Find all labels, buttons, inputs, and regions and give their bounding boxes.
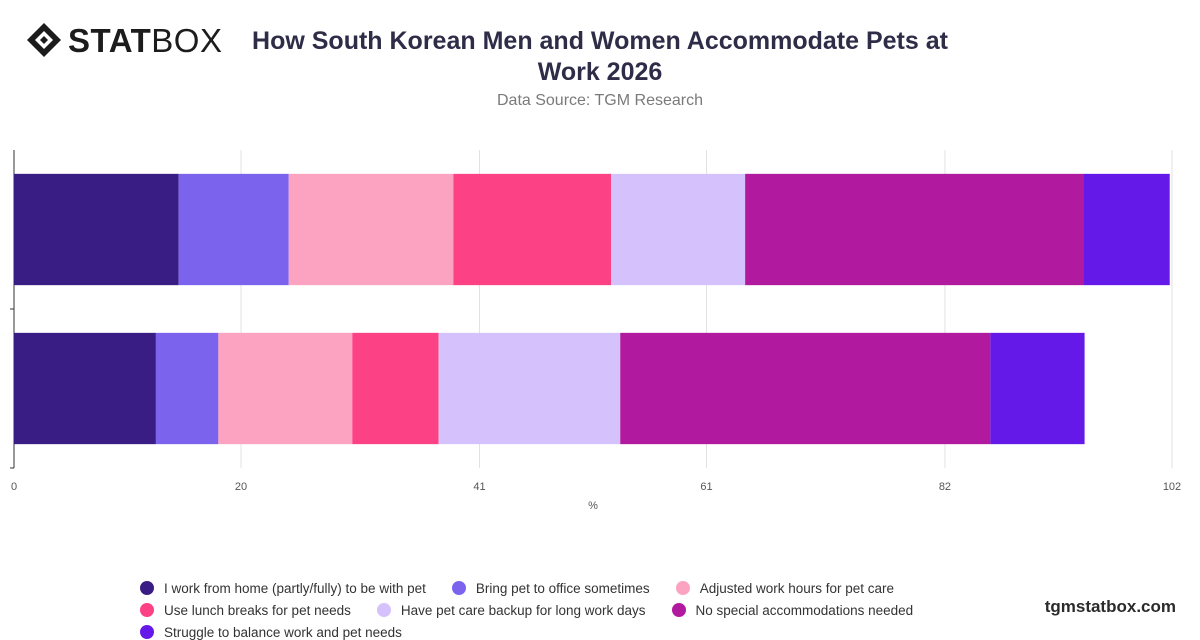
legend-item[interactable]: Adjusted work hours for pet care xyxy=(675,580,895,596)
legend-label: Have pet care backup for long work days xyxy=(400,602,646,618)
legend-item[interactable]: Have pet care backup for long work days xyxy=(376,602,646,618)
bar-segment xyxy=(178,173,289,286)
watermark: tgmstatbox.com xyxy=(1044,597,1176,616)
legend-swatch xyxy=(140,625,154,639)
legend-label: Bring pet to office sometimes xyxy=(475,580,650,596)
chart-subtitle: Data Source: TGM Research xyxy=(496,92,703,109)
x-tick-label: 41 xyxy=(473,481,485,493)
x-tick-label: 61 xyxy=(700,481,712,493)
legend-label: Adjusted work hours for pet care xyxy=(699,580,895,596)
legend-swatch xyxy=(675,581,690,595)
legend-item[interactable]: Bring pet to office sometimes xyxy=(451,580,650,596)
legend-swatch xyxy=(140,603,154,617)
x-tick-label: 20 xyxy=(235,481,247,493)
logo-wordmark: STATBOX xyxy=(68,21,223,59)
bar-segment xyxy=(14,332,156,445)
legend-swatch xyxy=(451,581,466,595)
legend-swatch xyxy=(140,581,154,595)
bar-segment xyxy=(14,173,179,286)
bar-segment xyxy=(453,173,612,286)
legend-label: Struggle to balance work and pet needs xyxy=(164,624,402,640)
legend-item[interactable]: No special accommodations needed xyxy=(671,602,914,618)
bar-segment xyxy=(438,332,621,445)
chart-legend: I work from home (partly/fully) to be wi… xyxy=(140,580,1100,640)
legend-swatch xyxy=(671,603,686,617)
legend-item[interactable]: Use lunch breaks for pet needs xyxy=(140,602,351,618)
legend-swatch xyxy=(376,603,391,617)
statbox-logo: STATBOX xyxy=(26,22,222,58)
statbox-diamond-icon xyxy=(27,23,61,57)
bar-segment xyxy=(155,332,219,445)
x-axis-title: % xyxy=(588,500,598,512)
x-tick-label: 102 xyxy=(1163,481,1181,493)
bar-segment xyxy=(611,173,746,286)
bar-segment xyxy=(990,332,1085,445)
x-tick-label: 0 xyxy=(11,481,17,493)
chart-title: How South Korean Men and Women Accommoda… xyxy=(252,27,948,86)
bar-segment xyxy=(745,173,1084,286)
bar-segment xyxy=(218,332,353,445)
bar-segment xyxy=(352,332,439,445)
legend-label: Use lunch breaks for pet needs xyxy=(164,602,351,618)
legend-label: No special accommodations needed xyxy=(695,602,914,618)
legend-label: I work from home (partly/fully) to be wi… xyxy=(164,580,426,596)
bar-segment xyxy=(1083,173,1170,286)
x-tick-label: 82 xyxy=(939,481,951,493)
bar-segment xyxy=(620,332,991,445)
legend-item[interactable]: I work from home (partly/fully) to be wi… xyxy=(140,580,426,596)
bar-segment xyxy=(288,173,454,286)
legend-item[interactable]: Struggle to balance work and pet needs xyxy=(140,624,402,640)
